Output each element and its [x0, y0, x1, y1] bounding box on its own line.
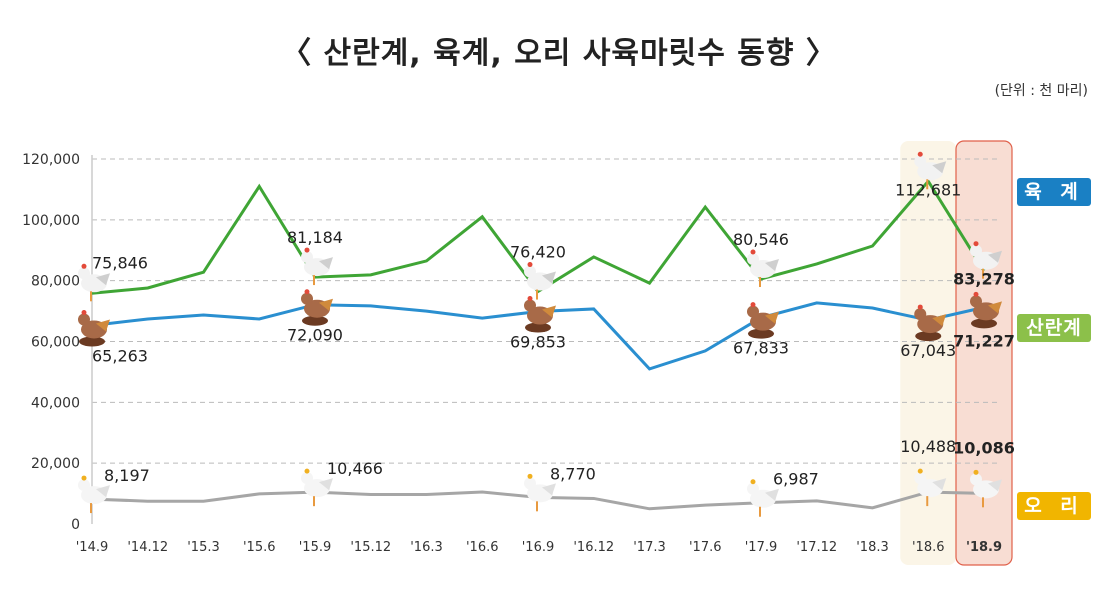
x-tick-label: '18.3: [856, 540, 889, 555]
data-label-산란계: 67,833: [733, 339, 789, 358]
duck-icon: [524, 473, 556, 512]
x-tick-label: '16.9: [522, 540, 555, 555]
duck-icon: [78, 475, 110, 514]
duck-icon: [970, 469, 1002, 508]
chicken-icon: [914, 151, 947, 190]
data-label-산란계: 69,853: [510, 333, 566, 352]
x-tick-label: '15.6: [243, 540, 276, 555]
data-label-오리: 10,488: [900, 437, 956, 456]
unit-note: (단위 : 천 마리): [994, 83, 1088, 99]
data-label-산란계: 72,090: [287, 326, 343, 345]
x-tick-label: '14.12: [127, 540, 168, 555]
chicken-icon: [970, 241, 1002, 279]
x-tick-label: '17.6: [689, 540, 722, 555]
data-label-산란계: 71,227: [953, 331, 1015, 350]
chicken-icon: [301, 247, 333, 286]
data-label-오리: 8,197: [104, 466, 150, 485]
x-tick-label: '15.9: [299, 540, 332, 555]
data-label-육계: 76,420: [510, 243, 566, 262]
y-tick-label: 40,000: [31, 395, 80, 411]
y-tick-label: 120,000: [22, 152, 80, 168]
data-label-육계: 112,681: [895, 180, 961, 199]
chicken-icon: [970, 291, 1002, 329]
y-tick-label: 80,000: [31, 274, 80, 290]
x-tick-label: '18.6: [912, 540, 945, 555]
data-label-오리: 10,466: [327, 459, 383, 478]
chicken-icon: [524, 262, 556, 300]
x-tick-label: '14.9: [76, 540, 109, 555]
chicken-icon: [301, 289, 333, 326]
legend-duck: 오 리: [1017, 492, 1091, 520]
x-tick-label: '18.9: [966, 540, 1002, 555]
highlight-18-6: [900, 141, 957, 565]
chicken-icon: [747, 302, 779, 339]
x-tick-label: '16.3: [410, 540, 443, 555]
x-tick-label: '17.9: [745, 540, 778, 555]
chicken-icon: [747, 249, 779, 288]
data-label-육계: 80,546: [733, 230, 789, 249]
data-label-육계: 75,846: [92, 253, 148, 272]
x-tick-label: '17.3: [633, 540, 666, 555]
y-tick-label: 100,000: [22, 213, 80, 229]
data-label-오리: 8,770: [550, 464, 596, 483]
chicken-icon: [78, 309, 110, 347]
duck-icon: [747, 479, 779, 517]
data-label-오리: 6,987: [773, 470, 819, 489]
data-label-육계: 83,278: [953, 270, 1015, 289]
data-label-오리: 10,086: [953, 438, 1015, 457]
data-label-육계: 81,184: [287, 228, 343, 247]
chicken-icon: [524, 296, 556, 333]
duck-icon: [914, 468, 947, 507]
data-label-산란계: 67,043: [900, 341, 956, 360]
legend-layer: 산란계: [1017, 314, 1091, 342]
x-tick-label: '16.6: [466, 540, 499, 555]
data-label-산란계: 65,263: [92, 346, 148, 365]
y-tick-label: 0: [71, 517, 80, 533]
x-tick-label: '17.12: [796, 540, 837, 555]
x-tick-label: '16.12: [573, 540, 614, 555]
y-tick-label: 20,000: [31, 456, 80, 472]
chart-title: 〈 산란계, 육계, 오리 사육마릿수 동향 〉: [281, 36, 837, 71]
duck-icon: [301, 468, 333, 507]
y-tick-label: 60,000: [31, 335, 80, 351]
chicken-icon: [914, 304, 947, 342]
x-tick-label: '15.3: [187, 540, 220, 555]
legend-broiler: 육 계: [1017, 178, 1091, 206]
x-tick-label: '15.12: [350, 540, 391, 555]
chicken-icon: [78, 263, 110, 302]
